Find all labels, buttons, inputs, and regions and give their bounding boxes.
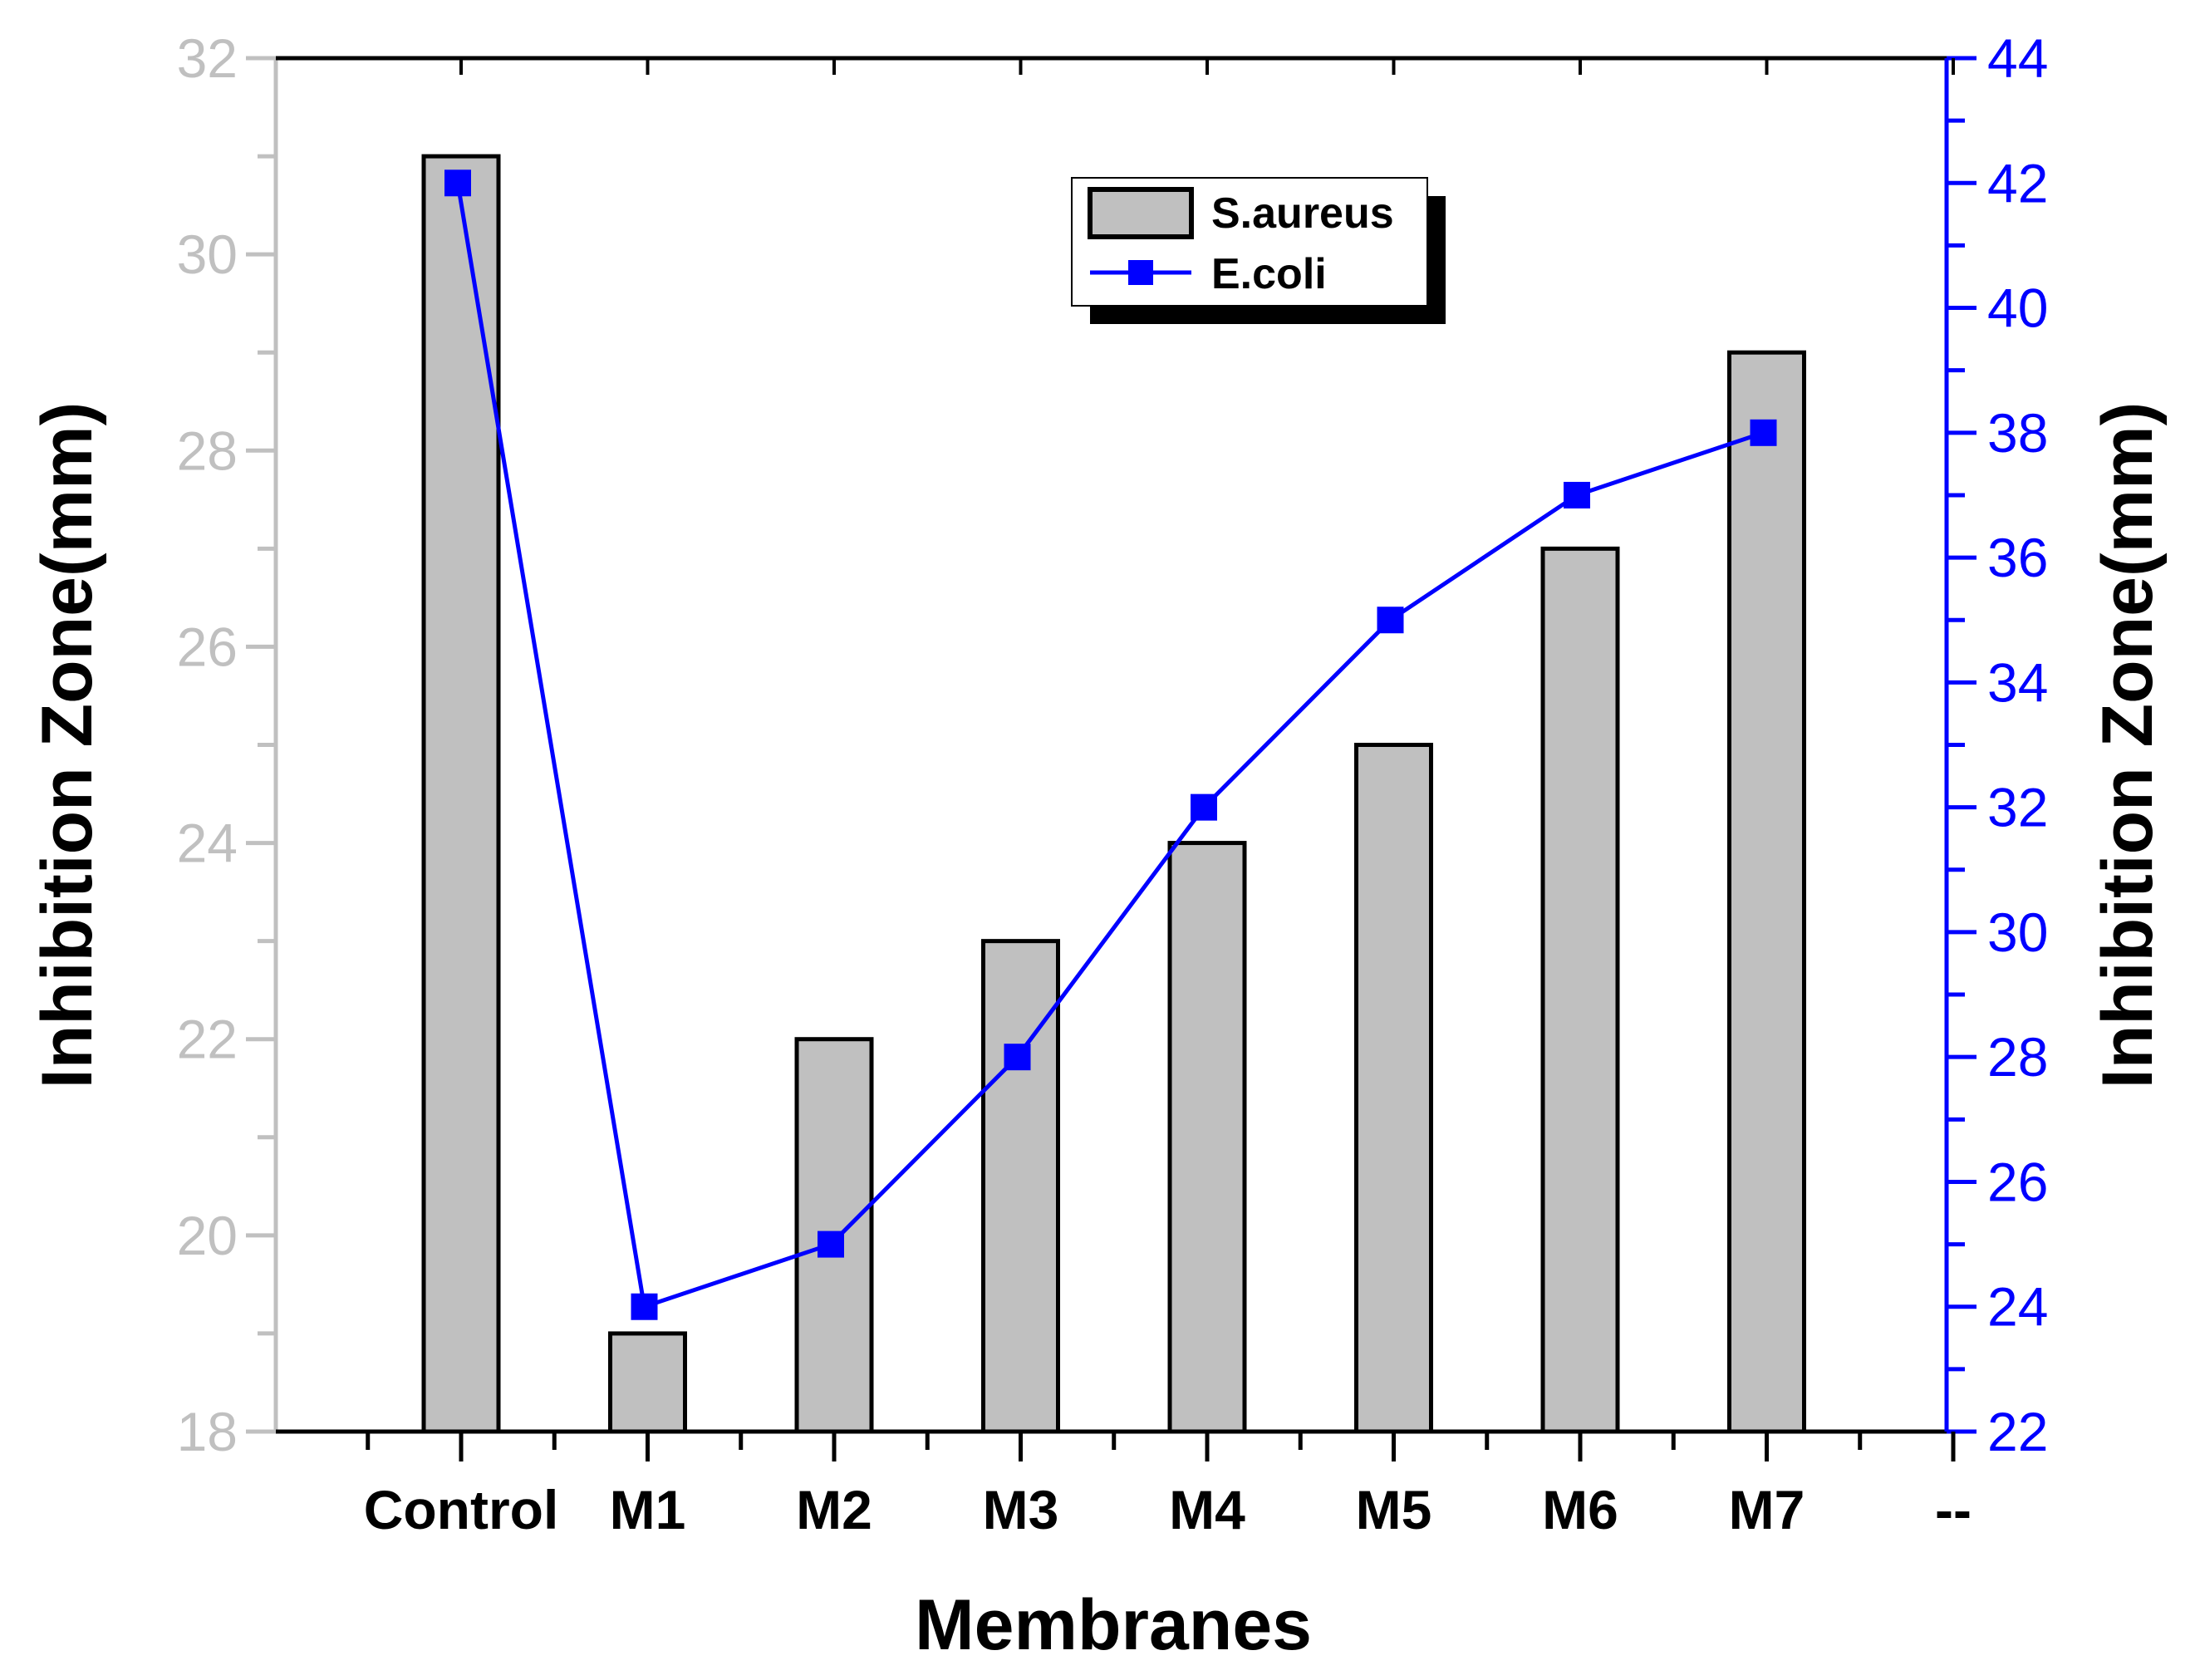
right-tick-label: 26 — [1987, 1151, 2048, 1212]
point-ecoli-m5 — [1377, 607, 1404, 634]
right-tick-label: 32 — [1987, 777, 2048, 838]
left-tick-label: 22 — [177, 1009, 238, 1070]
bar-saureus-m5 — [1354, 743, 1433, 1434]
bar-saureus-m4 — [1167, 841, 1247, 1434]
y-axis-title-left: Inhibition Zone(mm) — [27, 402, 107, 1088]
right-tick-label: 28 — [1987, 1026, 2048, 1088]
bar-saureus-m6 — [1540, 546, 1620, 1434]
left-tick-label: 28 — [177, 420, 238, 481]
point-ecoli-m6 — [1564, 481, 1590, 508]
x-tick-label-m5: M5 — [1356, 1479, 1432, 1540]
y-axis-title-right: Inhibition Zone(mm) — [2088, 402, 2168, 1088]
right-tick-label: 42 — [1987, 152, 2048, 214]
ticks-layer: 18 20 22 24 26 28 30 32 22 24 26 28 30 32 34 36 38 40 42 44… — [177, 27, 2049, 1540]
point-ecoli-m3 — [1004, 1044, 1031, 1071]
right-tick-label: 34 — [1987, 651, 2048, 713]
line-series-layer — [444, 169, 1777, 1320]
right-tick-label: 24 — [1987, 1276, 2048, 1338]
left-tick-label: 32 — [177, 27, 238, 89]
bar-saureus-m1 — [608, 1331, 687, 1434]
point-ecoli-control — [444, 169, 471, 197]
point-ecoli-m1 — [631, 1293, 658, 1320]
x-tick-label-m3: M3 — [983, 1479, 1059, 1540]
legend-label-ecoli: E.coli — [1211, 250, 1327, 298]
bar-saureus-m7 — [1727, 350, 1806, 1434]
right-tick-label: 36 — [1987, 527, 2048, 588]
left-tick-label: 30 — [177, 224, 238, 285]
right-tick-label: 44 — [1987, 27, 2048, 89]
right-tick-label: 30 — [1987, 901, 2048, 963]
point-ecoli-m7 — [1750, 419, 1777, 446]
right-tick-label: 40 — [1987, 278, 2048, 339]
left-tick-label: 18 — [177, 1401, 238, 1462]
bars-layer — [421, 154, 1806, 1434]
right-tick-label: 38 — [1987, 402, 2048, 464]
x-tick-label-control: Control — [364, 1479, 559, 1540]
point-ecoli-m4 — [1191, 793, 1217, 821]
bar-saureus-control — [421, 154, 501, 1434]
point-ecoli-m2 — [818, 1231, 844, 1258]
legend-swatch-saureus — [1088, 187, 1194, 239]
left-tick-label: 20 — [177, 1205, 238, 1266]
x-tick-label-m2: M2 — [796, 1479, 872, 1540]
left-tick-label: 24 — [177, 813, 238, 874]
x-tick-label-m4: M4 — [1169, 1479, 1245, 1540]
legend-label-saureus: S.aureus — [1211, 189, 1394, 238]
x-tick-label-placeholder: -- — [1935, 1479, 1972, 1540]
x-tick-label-m1: M1 — [610, 1479, 686, 1540]
legend-marker-ecoli — [1128, 260, 1153, 285]
legend: S.aureus E.coli — [1071, 177, 1446, 324]
x-axis-title: Membranes — [915, 1585, 1312, 1665]
x-tick-label-m6: M6 — [1542, 1479, 1618, 1540]
right-tick-label: 22 — [1987, 1401, 2048, 1462]
left-tick-label: 26 — [177, 616, 238, 677]
x-tick-label-m7: M7 — [1729, 1479, 1805, 1540]
line-ecoli — [455, 182, 1765, 1310]
